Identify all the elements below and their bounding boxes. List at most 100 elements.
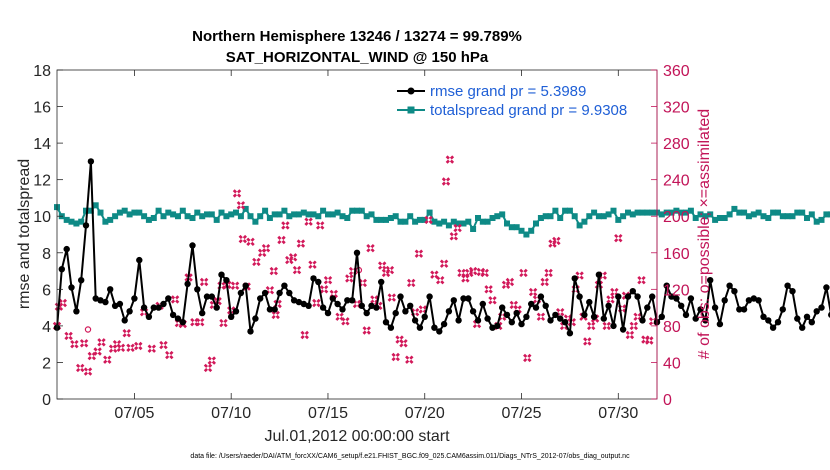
spread-point — [242, 205, 249, 212]
obs-assimilated-marker — [407, 278, 416, 288]
obs-assimilated-marker — [480, 268, 489, 278]
spread-point — [378, 216, 385, 223]
spread-point — [581, 218, 588, 225]
spread-point — [315, 213, 322, 220]
spread-point — [663, 209, 670, 216]
rmse-point — [92, 295, 99, 302]
spread-point — [112, 213, 119, 220]
spread-point — [276, 211, 283, 218]
obs-assimilated-marker — [602, 321, 611, 331]
spread-point — [300, 209, 307, 216]
rmse-point — [494, 322, 501, 330]
spread-point — [141, 213, 148, 220]
rmse-point — [363, 309, 370, 317]
rmse-point — [411, 317, 419, 324]
rmse-point — [378, 278, 385, 286]
rmse-point — [634, 293, 641, 300]
rmse-point — [561, 319, 569, 326]
rmse-point — [673, 295, 680, 302]
spread-point — [121, 207, 128, 214]
rmse-point — [755, 297, 762, 304]
obs-assimilated-marker — [116, 343, 126, 352]
spread-point — [504, 220, 510, 227]
rmse-point — [537, 293, 545, 300]
rmse-point — [203, 293, 211, 300]
rmse-point — [823, 284, 830, 291]
obs-assimilated-marker — [97, 338, 106, 347]
rmse-point — [465, 295, 472, 302]
spread-point — [736, 209, 743, 216]
rmse-point — [658, 313, 665, 320]
obs-assimilated-marker — [292, 265, 302, 275]
spread-point — [692, 215, 699, 221]
legend-spread-label: totalspread grand pr = 9.9308 — [430, 102, 627, 119]
spread-point — [78, 218, 85, 225]
rmse-point — [803, 313, 811, 320]
spread-point — [373, 216, 380, 223]
rmse-point — [63, 245, 70, 253]
spread-point — [760, 213, 767, 220]
spread-point — [523, 231, 530, 238]
right-tick-label: 0 — [663, 392, 672, 409]
spread-point — [126, 211, 133, 218]
spread-point — [155, 207, 162, 214]
rmse-point — [702, 317, 709, 324]
rmse-point — [155, 304, 162, 311]
obs-assimilated-marker — [122, 329, 131, 338]
rmse-point — [440, 320, 448, 328]
rmse-point — [382, 319, 390, 326]
spread-point — [150, 215, 157, 221]
spread-point — [566, 207, 573, 214]
left-tick-label: 10 — [33, 209, 51, 226]
obs-assimilated-marker — [637, 276, 646, 285]
obs-assimilated-marker — [147, 344, 156, 353]
rmse-point — [750, 295, 757, 302]
rmse-point — [407, 302, 414, 309]
spread-point — [179, 207, 186, 214]
spread-point — [600, 213, 607, 220]
obs-assimilated-marker — [341, 317, 350, 326]
rmse-point — [474, 317, 482, 324]
rmse-point — [145, 313, 153, 320]
rmse-point — [329, 295, 336, 302]
obs-assimilated-marker — [445, 155, 455, 164]
spread-point — [145, 216, 152, 223]
rmse-point — [571, 275, 578, 282]
spread-point — [789, 213, 796, 220]
obs-assimilated-marker — [523, 353, 532, 363]
left-tick-label: 0 — [42, 392, 51, 409]
rmse-point — [528, 300, 535, 308]
rmse-point — [421, 313, 428, 320]
obs-assimilated-marker — [103, 355, 112, 364]
spread-point — [194, 209, 201, 216]
rmse-point — [576, 293, 583, 300]
rmse-point — [557, 315, 564, 322]
obs-assimilated-marker — [269, 266, 278, 276]
rmse-point — [721, 297, 728, 304]
left-tick-label: 2 — [42, 355, 51, 372]
spread-point — [784, 213, 791, 220]
rmse-point — [687, 295, 695, 302]
obs-assimilated-marker — [308, 260, 317, 269]
spread-point — [344, 215, 351, 221]
rmse-point — [232, 308, 240, 315]
rmse-point — [692, 315, 699, 322]
spread-point — [755, 209, 762, 216]
rmse-point — [358, 302, 365, 309]
rmse-point — [300, 300, 307, 308]
obs-assimilated-marker — [441, 177, 451, 186]
rmse-point — [353, 249, 361, 256]
spread-point — [513, 224, 520, 231]
obs-assimilated-marker — [606, 295, 615, 304]
obs-assimilated-marker — [484, 285, 493, 294]
spread-point — [237, 213, 244, 220]
spread-point — [116, 209, 123, 216]
spread-point — [799, 209, 806, 216]
obs-assimilated-marker — [159, 340, 168, 350]
spread-point — [436, 220, 443, 227]
rmse-point — [649, 293, 656, 300]
rmse-point — [107, 286, 114, 293]
rmse-point — [228, 313, 235, 320]
obs-assimilated-marker — [430, 270, 439, 279]
